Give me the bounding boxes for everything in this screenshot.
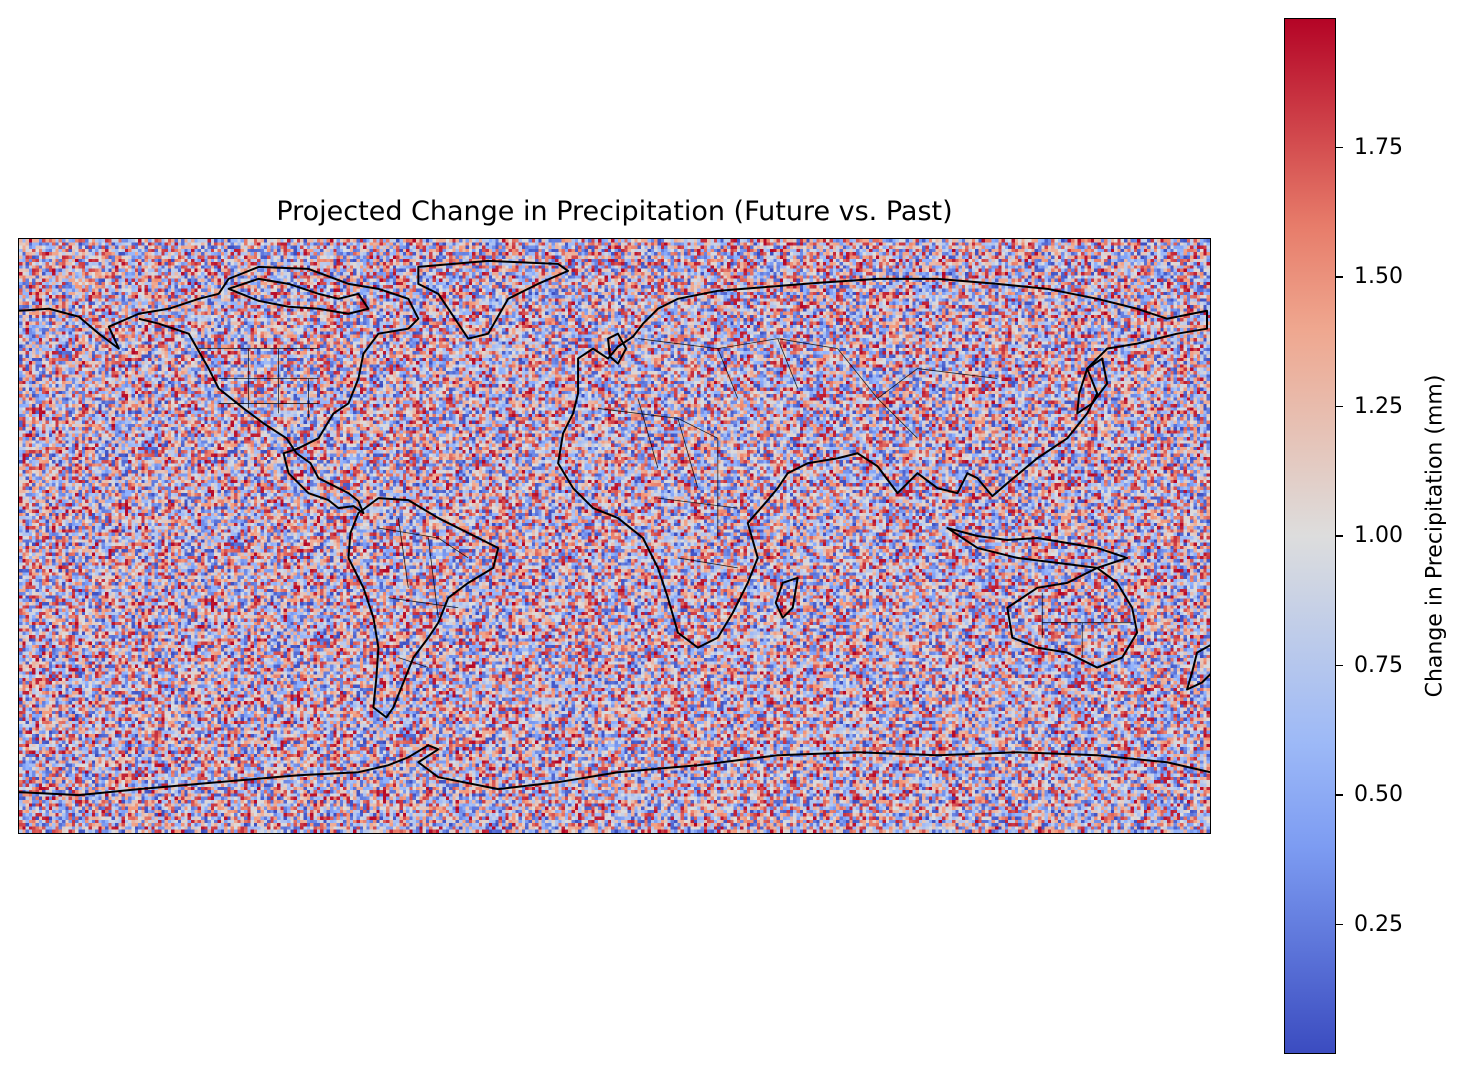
precipitation-heatmap — [19, 239, 1210, 833]
borders-africa — [597, 398, 738, 569]
colorbar-ticks: 0.25 0.50 0.75 1.00 1.25 1.50 1.75 — [1336, 18, 1426, 1054]
coastline-north-america — [19, 265, 420, 515]
borders-australia — [1041, 592, 1133, 658]
colorbar-gradient — [1284, 18, 1336, 1054]
coastline-africa-eurasia — [557, 277, 1209, 649]
coastlines-layer — [19, 259, 1210, 797]
borders-south-america — [378, 518, 469, 668]
coastline-indonesia — [946, 527, 1129, 569]
map-plot-area — [18, 238, 1211, 834]
colorbar-label: Change in Precipitation (mm) — [1422, 374, 1448, 698]
coastline-greenland — [417, 259, 570, 340]
coastline-antarctica — [19, 744, 1210, 797]
coastline-madagascar — [774, 576, 799, 619]
borders-europe-asia — [637, 338, 998, 439]
coastline-new-zealand — [1186, 644, 1210, 691]
chart-title: Projected Change in Precipitation (Futur… — [276, 196, 953, 227]
borders-north-america — [198, 348, 319, 419]
coastline-uk — [607, 332, 627, 365]
coastline-australia — [1006, 566, 1139, 669]
coastline-south-america — [347, 497, 500, 719]
coastline-japan — [1076, 357, 1109, 415]
coastline-arctic-islands — [227, 277, 370, 315]
